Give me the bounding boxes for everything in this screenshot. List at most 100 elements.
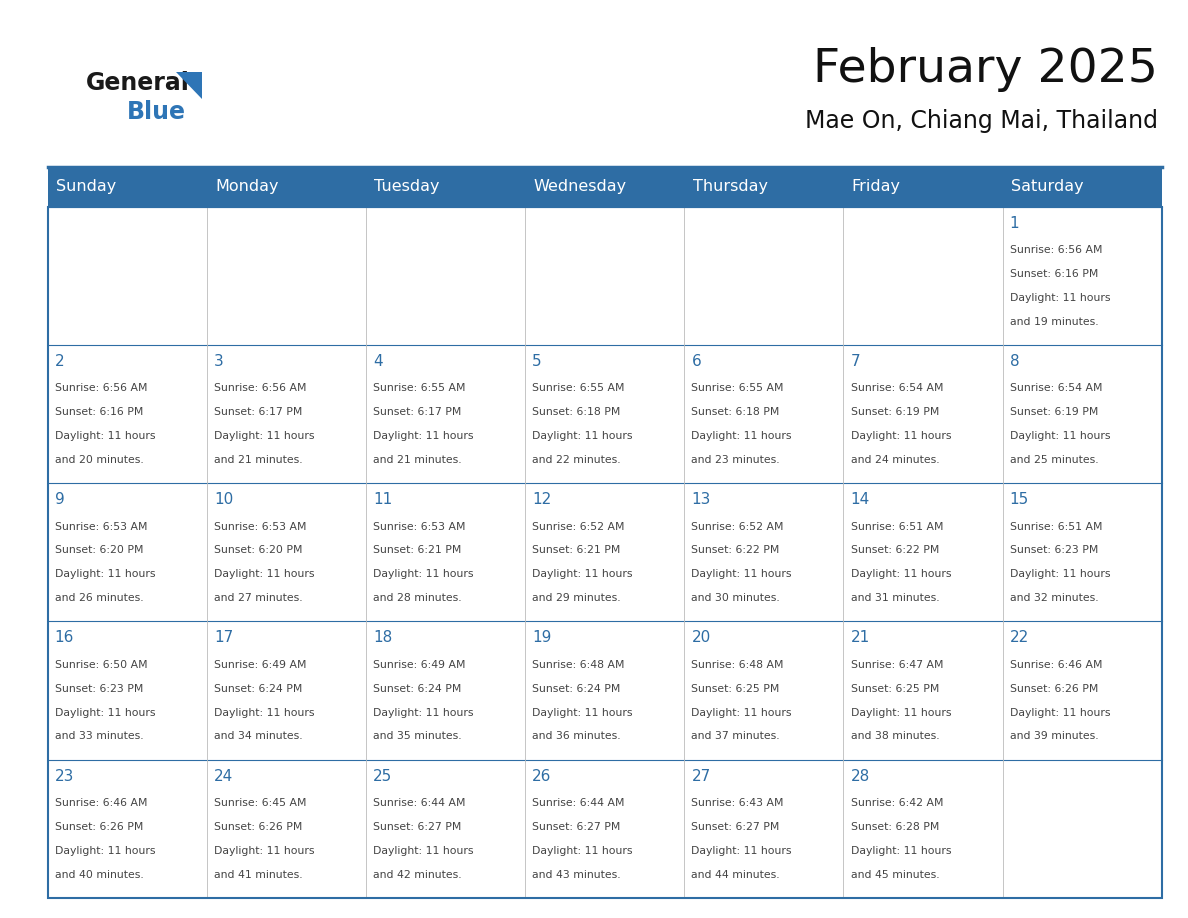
Text: 19: 19 <box>532 631 551 645</box>
Text: 8: 8 <box>1010 354 1019 369</box>
Text: and 32 minutes.: and 32 minutes. <box>1010 593 1099 603</box>
Bar <box>1003 345 1162 483</box>
Text: Sunset: 6:26 PM: Sunset: 6:26 PM <box>1010 684 1098 694</box>
Text: Sunrise: 6:56 AM: Sunrise: 6:56 AM <box>1010 245 1102 255</box>
Text: Daylight: 11 hours: Daylight: 11 hours <box>214 845 315 856</box>
Text: Daylight: 11 hours: Daylight: 11 hours <box>691 845 792 856</box>
Text: and 37 minutes.: and 37 minutes. <box>691 732 781 742</box>
Text: and 38 minutes.: and 38 minutes. <box>851 732 940 742</box>
Bar <box>843 759 1003 898</box>
Bar <box>843 483 1003 621</box>
Text: 3: 3 <box>214 354 223 369</box>
Text: Daylight: 11 hours: Daylight: 11 hours <box>691 708 792 718</box>
Text: Sunrise: 6:54 AM: Sunrise: 6:54 AM <box>1010 384 1102 393</box>
Text: Sunset: 6:16 PM: Sunset: 6:16 PM <box>55 408 143 417</box>
Bar <box>207 345 366 483</box>
Text: 25: 25 <box>373 768 392 784</box>
Text: 24: 24 <box>214 768 233 784</box>
Bar <box>843 345 1003 483</box>
Bar <box>366 759 525 898</box>
Text: Daylight: 11 hours: Daylight: 11 hours <box>532 431 633 441</box>
Text: Daylight: 11 hours: Daylight: 11 hours <box>1010 431 1111 441</box>
Bar <box>843 621 1003 759</box>
Text: Sunrise: 6:53 AM: Sunrise: 6:53 AM <box>373 521 466 532</box>
Text: Mae On, Chiang Mai, Thailand: Mae On, Chiang Mai, Thailand <box>805 109 1158 133</box>
Text: 12: 12 <box>532 492 551 508</box>
Text: Sunrise: 6:46 AM: Sunrise: 6:46 AM <box>55 798 147 808</box>
Text: Sunrise: 6:55 AM: Sunrise: 6:55 AM <box>691 384 784 393</box>
Text: 9: 9 <box>55 492 64 508</box>
Text: General: General <box>86 71 189 95</box>
Text: Sunset: 6:22 PM: Sunset: 6:22 PM <box>851 545 939 555</box>
Bar <box>207 483 366 621</box>
Text: Sunset: 6:26 PM: Sunset: 6:26 PM <box>214 822 302 832</box>
Text: Sunrise: 6:43 AM: Sunrise: 6:43 AM <box>691 798 784 808</box>
Text: Daylight: 11 hours: Daylight: 11 hours <box>373 708 474 718</box>
Text: Daylight: 11 hours: Daylight: 11 hours <box>214 431 315 441</box>
Text: Sunset: 6:17 PM: Sunset: 6:17 PM <box>373 408 461 417</box>
Text: Daylight: 11 hours: Daylight: 11 hours <box>1010 293 1111 303</box>
Text: 28: 28 <box>851 768 870 784</box>
Text: 15: 15 <box>1010 492 1029 508</box>
Bar <box>525 483 684 621</box>
Text: and 23 minutes.: and 23 minutes. <box>691 455 781 465</box>
Text: 11: 11 <box>373 492 392 508</box>
Text: Sunrise: 6:44 AM: Sunrise: 6:44 AM <box>532 798 625 808</box>
Text: Daylight: 11 hours: Daylight: 11 hours <box>1010 708 1111 718</box>
Bar <box>48 345 207 483</box>
Text: 21: 21 <box>851 631 870 645</box>
Text: Sunset: 6:27 PM: Sunset: 6:27 PM <box>532 822 620 832</box>
Text: and 20 minutes.: and 20 minutes. <box>55 455 144 465</box>
Bar <box>366 207 525 345</box>
Text: Sunrise: 6:52 AM: Sunrise: 6:52 AM <box>532 521 625 532</box>
Text: February 2025: February 2025 <box>814 47 1158 93</box>
Text: and 34 minutes.: and 34 minutes. <box>214 732 303 742</box>
Text: Daylight: 11 hours: Daylight: 11 hours <box>373 569 474 579</box>
Text: and 35 minutes.: and 35 minutes. <box>373 732 462 742</box>
Text: Sunset: 6:26 PM: Sunset: 6:26 PM <box>55 822 143 832</box>
Text: 6: 6 <box>691 354 701 369</box>
Text: and 40 minutes.: and 40 minutes. <box>55 869 144 879</box>
Text: Sunrise: 6:46 AM: Sunrise: 6:46 AM <box>1010 660 1102 670</box>
Text: and 19 minutes.: and 19 minutes. <box>1010 317 1099 327</box>
Bar <box>684 345 843 483</box>
Bar <box>684 207 843 345</box>
Text: Daylight: 11 hours: Daylight: 11 hours <box>373 845 474 856</box>
Text: Sunset: 6:16 PM: Sunset: 6:16 PM <box>1010 269 1098 279</box>
Text: and 41 minutes.: and 41 minutes. <box>214 869 303 879</box>
Bar <box>366 345 525 483</box>
Text: and 45 minutes.: and 45 minutes. <box>851 869 940 879</box>
Text: Sunrise: 6:48 AM: Sunrise: 6:48 AM <box>691 660 784 670</box>
Text: and 24 minutes.: and 24 minutes. <box>851 455 940 465</box>
Text: Sunrise: 6:55 AM: Sunrise: 6:55 AM <box>532 384 625 393</box>
Text: Sunrise: 6:53 AM: Sunrise: 6:53 AM <box>55 521 147 532</box>
Text: and 28 minutes.: and 28 minutes. <box>373 593 462 603</box>
Text: and 21 minutes.: and 21 minutes. <box>214 455 303 465</box>
Bar <box>48 621 207 759</box>
Bar <box>525 621 684 759</box>
Bar <box>48 207 207 345</box>
Text: Monday: Monday <box>215 179 278 195</box>
Text: and 22 minutes.: and 22 minutes. <box>532 455 621 465</box>
Text: Daylight: 11 hours: Daylight: 11 hours <box>532 708 633 718</box>
Text: 1: 1 <box>1010 216 1019 230</box>
Text: Daylight: 11 hours: Daylight: 11 hours <box>55 708 156 718</box>
Text: Sunday: Sunday <box>56 179 116 195</box>
Text: Daylight: 11 hours: Daylight: 11 hours <box>214 708 315 718</box>
Text: Sunrise: 6:56 AM: Sunrise: 6:56 AM <box>55 384 147 393</box>
Text: Sunrise: 6:53 AM: Sunrise: 6:53 AM <box>214 521 307 532</box>
Bar <box>366 483 525 621</box>
Text: and 27 minutes.: and 27 minutes. <box>214 593 303 603</box>
Text: 27: 27 <box>691 768 710 784</box>
Text: and 33 minutes.: and 33 minutes. <box>55 732 144 742</box>
Bar <box>684 621 843 759</box>
Bar <box>48 759 207 898</box>
Text: and 44 minutes.: and 44 minutes. <box>691 869 781 879</box>
Text: and 36 minutes.: and 36 minutes. <box>532 732 621 742</box>
Text: 5: 5 <box>532 354 542 369</box>
Text: Sunset: 6:23 PM: Sunset: 6:23 PM <box>1010 545 1098 555</box>
Text: Daylight: 11 hours: Daylight: 11 hours <box>214 569 315 579</box>
Text: Daylight: 11 hours: Daylight: 11 hours <box>532 845 633 856</box>
Text: Daylight: 11 hours: Daylight: 11 hours <box>851 845 952 856</box>
Text: Sunset: 6:24 PM: Sunset: 6:24 PM <box>532 684 620 694</box>
